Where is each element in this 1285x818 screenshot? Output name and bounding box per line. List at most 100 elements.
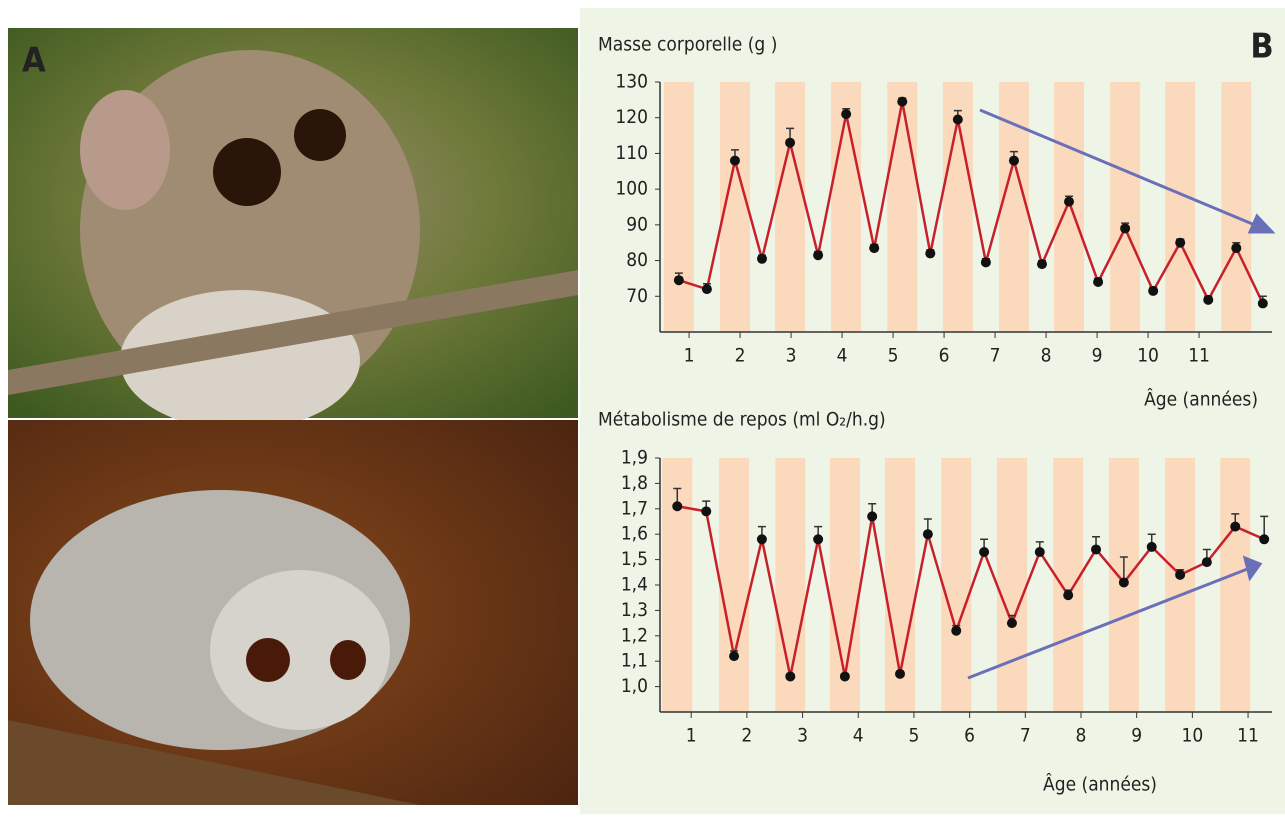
data-point — [672, 501, 683, 512]
y-tick-label: 100 — [615, 178, 648, 200]
y-tick-label: 1,3 — [621, 599, 648, 621]
x-tick-label: 1 — [684, 345, 695, 367]
data-point — [1118, 577, 1129, 588]
data-point — [1175, 237, 1186, 248]
data-line — [677, 505, 1265, 677]
data-line — [678, 101, 1264, 304]
x-tick-label: 9 — [1131, 725, 1142, 747]
season-band — [775, 458, 806, 712]
y-tick-label: 1,4 — [621, 574, 648, 596]
y-tick-label: 1,5 — [621, 548, 648, 570]
x-axis-label: Âge (années) — [1043, 773, 1157, 796]
y-tick-label: 90 — [626, 213, 648, 235]
data-point — [925, 248, 936, 259]
data-point — [952, 114, 963, 125]
y-tick-label: 120 — [615, 106, 648, 128]
chart-title: Métabolisme de repos (ml O₂/h.g) — [598, 409, 886, 431]
data-point — [1064, 196, 1075, 207]
season-band — [831, 82, 862, 332]
x-tick-label: 10 — [1181, 725, 1203, 747]
data-point — [1257, 298, 1268, 309]
season-band — [941, 458, 972, 712]
season-band — [887, 82, 918, 332]
x-tick-label: 1 — [686, 725, 697, 747]
season-band — [775, 82, 806, 332]
data-point — [867, 511, 878, 522]
data-point — [839, 671, 850, 682]
data-point — [1091, 544, 1102, 555]
season-band — [1053, 458, 1084, 712]
data-point — [1034, 546, 1045, 557]
data-point — [897, 96, 908, 107]
x-axis-label: Âge (années) — [1144, 388, 1258, 411]
data-point — [813, 534, 824, 545]
data-point — [1146, 541, 1157, 552]
x-tick-label: 11 — [1237, 725, 1259, 747]
x-tick-label: 5 — [888, 345, 899, 367]
data-point — [1203, 294, 1214, 305]
data-point — [785, 671, 796, 682]
x-tick-label: 7 — [1020, 725, 1031, 747]
data-point — [1063, 590, 1074, 601]
season-band — [1221, 82, 1252, 332]
season-band — [719, 458, 750, 712]
data-point — [729, 651, 740, 662]
photo-top — [8, 28, 578, 430]
y-tick-label: 1,9 — [621, 447, 648, 469]
x-tick-label: 10 — [1137, 345, 1159, 367]
season-band — [1165, 458, 1196, 712]
data-point — [1036, 259, 1047, 270]
photo-bottom — [8, 420, 578, 805]
y-tick-label: 1,7 — [621, 497, 648, 519]
x-tick-label: 2 — [735, 345, 746, 367]
data-point — [951, 625, 962, 636]
panel-label: B — [1250, 27, 1273, 67]
x-tick-label: 4 — [837, 345, 848, 367]
data-point — [1231, 243, 1242, 254]
x-tick-label: 8 — [1041, 345, 1052, 367]
season-band — [1220, 458, 1251, 712]
x-tick-label: 9 — [1092, 345, 1103, 367]
panel-label: A — [22, 41, 46, 81]
x-tick-label: 6 — [964, 725, 975, 747]
season-band — [1110, 82, 1141, 332]
season-band — [1054, 82, 1085, 332]
y-tick-label: 70 — [626, 285, 648, 307]
x-tick-label: 4 — [853, 725, 864, 747]
y-tick-label: 130 — [615, 71, 648, 93]
data-point — [1259, 534, 1270, 545]
data-point — [1008, 155, 1019, 166]
data-point — [1006, 618, 1017, 629]
x-tick-label: 6 — [939, 345, 950, 367]
data-point — [1201, 557, 1212, 568]
data-point — [1230, 521, 1241, 532]
y-tick-label: 1,6 — [621, 523, 648, 545]
data-point — [895, 668, 906, 679]
y-tick-label: 80 — [626, 249, 648, 271]
x-tick-label: 11 — [1188, 345, 1210, 367]
x-tick-label: 8 — [1076, 725, 1087, 747]
data-point — [756, 534, 767, 545]
data-point — [841, 109, 852, 120]
data-point — [701, 506, 712, 517]
data-point — [701, 284, 712, 295]
data-point — [980, 257, 991, 268]
x-tick-label: 2 — [741, 725, 752, 747]
y-tick-label: 1,1 — [621, 650, 648, 672]
data-point — [673, 275, 684, 286]
season-band — [1165, 82, 1196, 332]
x-tick-label: 5 — [908, 725, 919, 747]
y-tick-label: 1,0 — [621, 675, 648, 697]
data-point — [1093, 277, 1104, 287]
x-tick-label: 3 — [797, 725, 808, 747]
data-point — [1120, 223, 1131, 234]
data-point — [729, 155, 740, 166]
season-band — [663, 82, 694, 332]
data-point — [813, 250, 824, 261]
data-point — [1175, 569, 1186, 580]
data-point — [922, 529, 933, 540]
data-point — [757, 253, 767, 264]
